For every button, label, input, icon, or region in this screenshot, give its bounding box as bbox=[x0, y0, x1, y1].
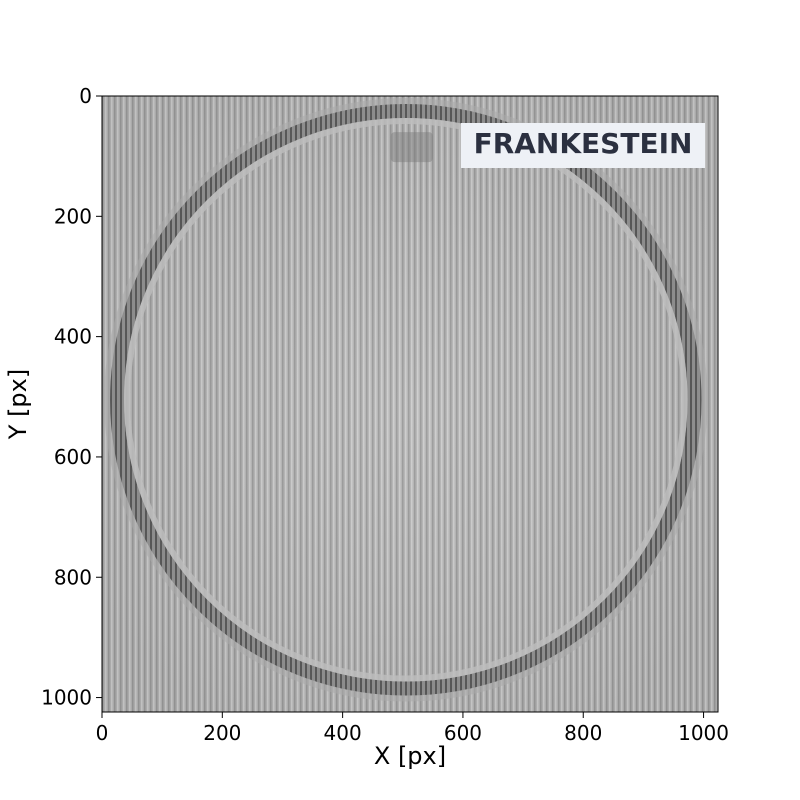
x-tick-label: 600 bbox=[444, 721, 482, 745]
y-tick-label: 1000 bbox=[41, 686, 92, 710]
plot-area bbox=[102, 96, 718, 712]
x-tick-label: 0 bbox=[96, 721, 109, 745]
ring-inner-halo bbox=[124, 118, 688, 682]
y-tick-label: 400 bbox=[54, 325, 92, 349]
y-tick-label: 600 bbox=[54, 445, 92, 469]
x-axis-label: X [px] bbox=[374, 742, 446, 770]
y-tick-label: 200 bbox=[54, 204, 92, 228]
x-tick-label: 1000 bbox=[678, 721, 729, 745]
x-axis: 0 200 400 600 800 1000 bbox=[96, 712, 729, 745]
x-tick-label: 400 bbox=[324, 721, 362, 745]
y-tick-label: 800 bbox=[54, 565, 92, 589]
annotation-box: FRANKESTEIN bbox=[461, 123, 705, 168]
y-axis-label: Y [px] bbox=[4, 369, 32, 440]
x-tick-label: 200 bbox=[203, 721, 241, 745]
ring bbox=[110, 104, 702, 696]
x-tick-label: 800 bbox=[564, 721, 602, 745]
plot-frame bbox=[101, 95, 719, 713]
annotation-text: FRANKESTEIN bbox=[474, 127, 693, 160]
y-tick-label: 0 bbox=[79, 84, 92, 108]
y-axis: 0 200 400 600 800 1000 bbox=[41, 84, 102, 710]
dark-patch bbox=[390, 132, 433, 163]
